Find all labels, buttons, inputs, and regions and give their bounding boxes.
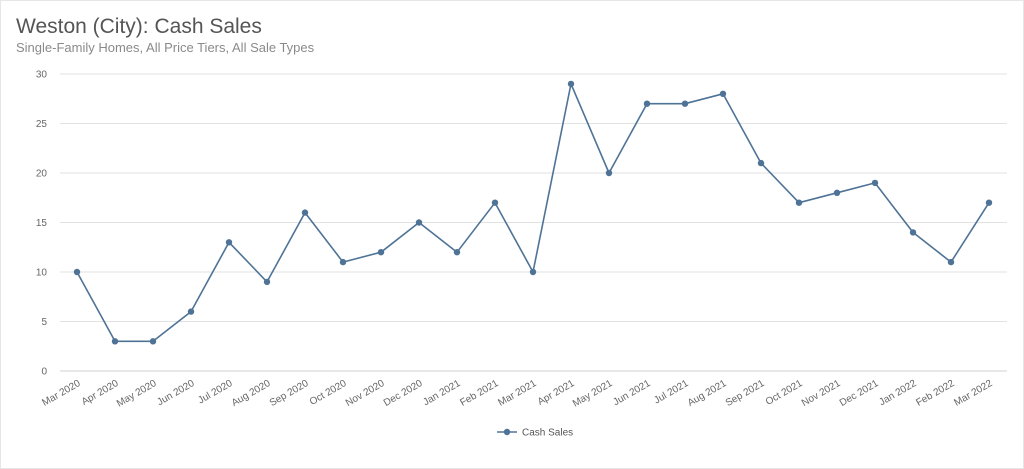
- x-tick-label-1: Apr 2020: [80, 378, 121, 408]
- x-tick-label-22: Jan 2022: [877, 378, 919, 408]
- data-point-9: [415, 219, 423, 226]
- data-point-15: [643, 100, 651, 107]
- data-point-1: [111, 338, 119, 345]
- series-line-0: [76, 83, 990, 343]
- data-point-10: [453, 249, 461, 256]
- data-point-16: [681, 100, 689, 107]
- data-point-14: [605, 169, 613, 177]
- data-point-22: [909, 229, 917, 236]
- chart-title: Weston (City): Cash Sales: [16, 15, 262, 38]
- x-tick-label-0: Mar 2020: [40, 378, 82, 409]
- x-tick-label-24: Mar 2022: [952, 378, 994, 409]
- data-point-6: [301, 209, 309, 216]
- x-tick-label-7: Oct 2020: [308, 378, 349, 408]
- data-point-23: [947, 258, 955, 266]
- data-point-19: [795, 199, 803, 206]
- x-tick-label-20: Nov 2021: [800, 378, 843, 409]
- y-tick-label-10: 10: [36, 268, 48, 279]
- x-tick-label-12: Mar 2021: [496, 378, 538, 409]
- x-tick-label-3: Jun 2020: [155, 378, 197, 408]
- x-tick-label-15: Jun 2021: [611, 378, 653, 408]
- data-point-2: [149, 338, 157, 345]
- data-point-4: [225, 239, 233, 246]
- chart-subtitle: Single-Family Homes, All Price Tiers, Al…: [16, 40, 315, 55]
- y-tick-label-15: 15: [36, 218, 48, 229]
- data-point-3: [187, 308, 195, 315]
- x-tick-label-10: Jan 2021: [421, 378, 463, 408]
- legend-marker-icon: [503, 428, 511, 436]
- x-tick-label-14: May 2021: [571, 378, 615, 410]
- x-tick-label-9: Dec 2020: [382, 378, 425, 409]
- data-point-17: [719, 90, 727, 98]
- x-tick-label-13: Apr 2021: [536, 378, 577, 408]
- x-tick-label-19: Oct 2021: [764, 378, 805, 408]
- x-tick-label-11: Feb 2021: [458, 378, 500, 409]
- data-point-12: [529, 268, 537, 276]
- legend-label: Cash Sales: [522, 428, 573, 439]
- y-tick-label-0: 0: [41, 367, 47, 378]
- x-tick-label-2: May 2020: [115, 378, 159, 410]
- data-point-20: [833, 189, 841, 196]
- data-point-13: [567, 80, 575, 88]
- data-point-0: [73, 268, 81, 276]
- y-tick-label-20: 20: [36, 169, 48, 180]
- y-tick-label-30: 30: [36, 70, 48, 81]
- y-tick-label-5: 5: [41, 317, 47, 328]
- x-tick-label-6: Sep 2020: [268, 378, 311, 409]
- data-point-5: [263, 278, 271, 286]
- data-point-7: [339, 258, 347, 266]
- data-point-18: [757, 159, 765, 167]
- x-tick-label-8: Nov 2020: [344, 378, 387, 409]
- data-point-11: [491, 199, 499, 206]
- data-point-24: [985, 199, 993, 206]
- x-tick-label-4: Jul 2020: [196, 378, 235, 407]
- x-tick-label-5: Aug 2020: [230, 378, 273, 409]
- x-tick-label-21: Dec 2021: [838, 378, 881, 409]
- data-point-8: [377, 249, 385, 256]
- y-tick-label-25: 25: [36, 119, 48, 130]
- x-tick-label-16: Jul 2021: [652, 378, 691, 407]
- x-tick-label-18: Sep 2021: [724, 378, 767, 409]
- data-point-21: [871, 179, 879, 187]
- x-tick-label-17: Aug 2021: [686, 378, 729, 409]
- x-tick-label-23: Feb 2022: [914, 378, 956, 409]
